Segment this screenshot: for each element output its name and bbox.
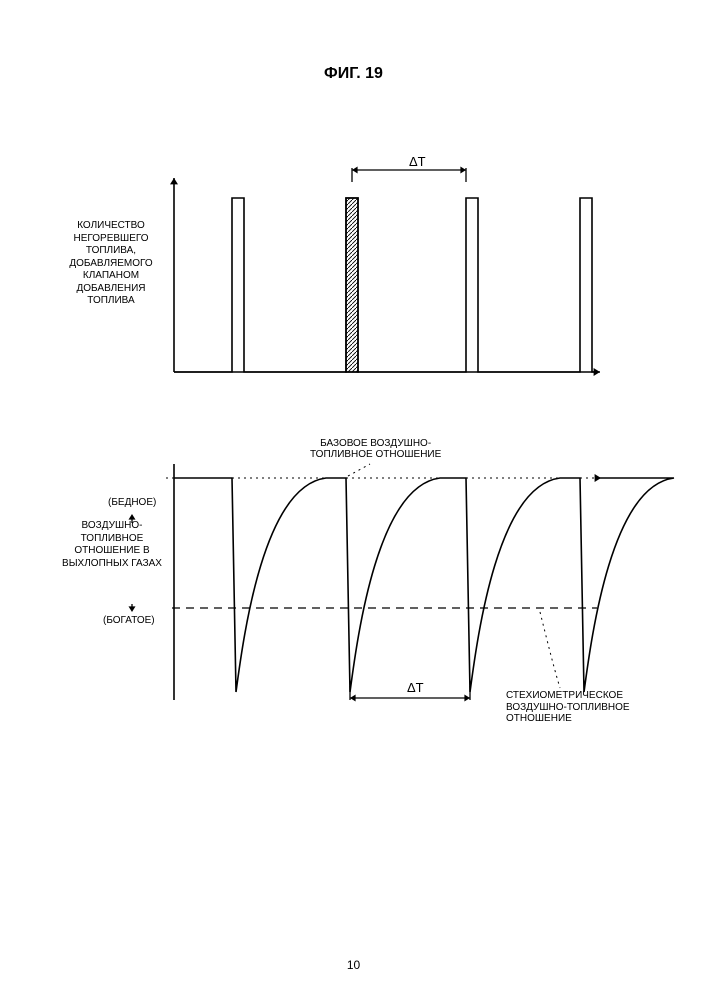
diagram-canvas bbox=[0, 0, 707, 1000]
